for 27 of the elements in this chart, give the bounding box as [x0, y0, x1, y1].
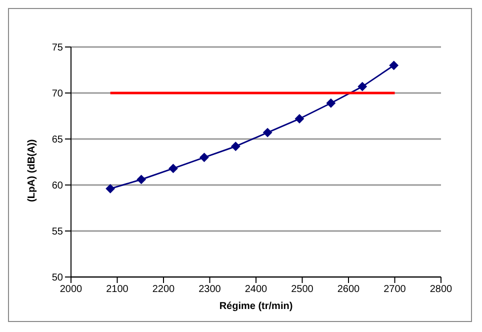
- point: [106, 184, 115, 194]
- x-axis-title: Régime (tr/min): [219, 301, 293, 312]
- y-tick-label: 65: [52, 134, 64, 146]
- x-tick-label: 2300: [198, 284, 222, 296]
- y-tick-label: 50: [52, 272, 64, 284]
- point: [358, 82, 367, 92]
- x-tick-label: 2100: [106, 284, 129, 296]
- y-tick-label: 55: [52, 226, 64, 238]
- y-axis-title: (LpA) (dB(A)): [26, 139, 38, 202]
- point: [294, 114, 304, 124]
- point: [136, 174, 146, 184]
- x-tick-label: 2400: [244, 284, 268, 296]
- y-tick-label: 60: [52, 180, 64, 192]
- x-tick-label: 2800: [430, 284, 453, 296]
- y-tick-label: 70: [52, 88, 64, 100]
- point: [389, 60, 398, 70]
- x-tick-label: 2200: [152, 284, 176, 296]
- x-tick-label: 2500: [291, 284, 314, 296]
- x-tick-label: 2000: [60, 284, 83, 296]
- x-tick-label: 2600: [337, 284, 360, 296]
- y-tick-label: 75: [52, 42, 64, 54]
- point: [200, 152, 209, 162]
- x-tick-label: 2700: [384, 284, 406, 296]
- point: [263, 128, 272, 138]
- point: [326, 98, 336, 108]
- point: [231, 142, 240, 151]
- point: [168, 164, 178, 173]
